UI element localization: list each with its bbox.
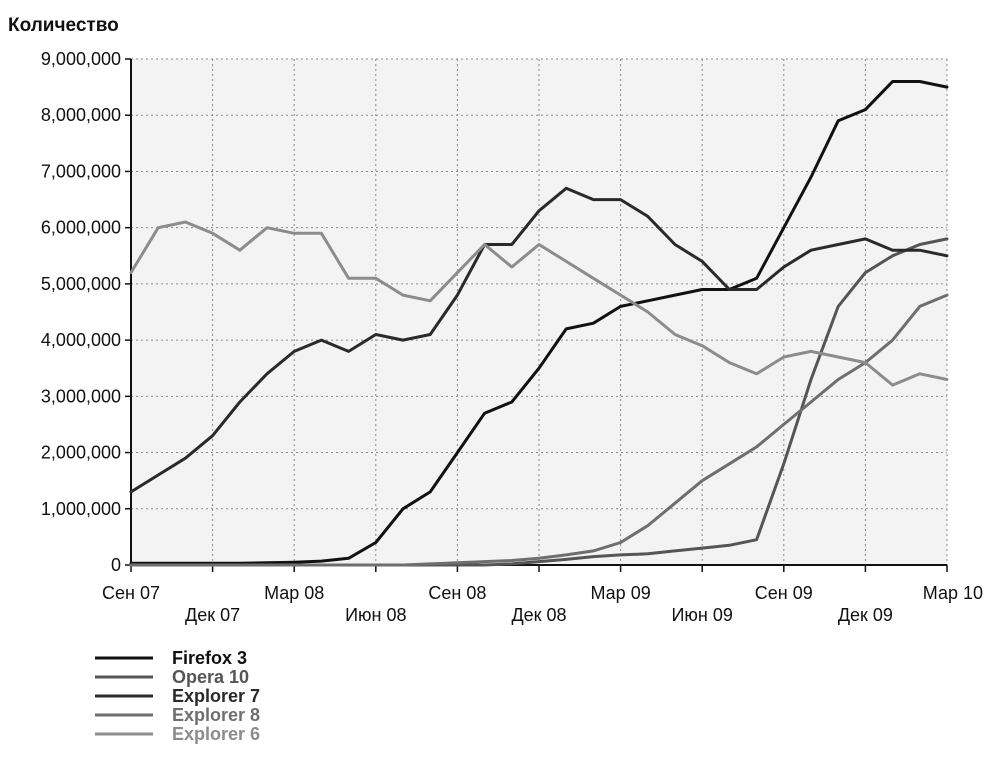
y-tick-label: 0 (111, 555, 121, 575)
series-line-explorer-7 (129, 186, 949, 494)
y-tick-label: 3,000,000 (41, 386, 121, 406)
y-axis-title: Количество (8, 15, 119, 36)
x-tick-label: Дек 09 (838, 605, 893, 625)
y-tick-label: 7,000,000 (41, 161, 121, 181)
legend-label: Opera 10 (172, 667, 249, 687)
x-tick-label: Дек 08 (511, 605, 566, 625)
x-tick-label: Мар 10 (923, 583, 983, 603)
x-tick-label: Сен 09 (755, 583, 813, 603)
y-tick-label: 8,000,000 (41, 105, 121, 125)
series-line-explorer-6 (129, 220, 949, 387)
legend-label: Firefox 3 (172, 648, 247, 668)
y-tick-labels: 0 1,000,000 2,000,000 3,000,000 4,000,000 5,0… (41, 49, 121, 575)
x-tick-label: Дек 07 (185, 605, 240, 625)
x-tick-label: Сен 08 (428, 583, 486, 603)
x-tick-label: Мар 08 (264, 583, 324, 603)
legend-label: Explorer 8 (172, 705, 260, 725)
x-tick-label: Мар 09 (590, 583, 650, 603)
x-tick-labels: Сен 07 Дек 07 Мар 08 Июн 08 Сен 08 Дек 08 Мар … (102, 583, 983, 625)
x-tick-label: Июн 09 (671, 605, 732, 625)
series-line-explorer-8 (129, 293, 949, 567)
series-line-firefox-3 (129, 80, 949, 565)
legend-label: Explorer 7 (172, 686, 260, 706)
y-tick-label: 4,000,000 (41, 330, 121, 350)
x-tick-label: Июн 08 (345, 605, 406, 625)
y-tick-label: 1,000,000 (41, 499, 121, 519)
y-tick-label: 9,000,000 (41, 49, 121, 69)
x-tick-label: Сен 07 (102, 583, 160, 603)
y-tick-label: 2,000,000 (41, 443, 121, 463)
legend-label: Explorer 6 (172, 724, 260, 744)
y-tick-label: 5,000,000 (41, 274, 121, 294)
series-lines (129, 80, 949, 567)
y-tick-label: 6,000,000 (41, 218, 121, 238)
